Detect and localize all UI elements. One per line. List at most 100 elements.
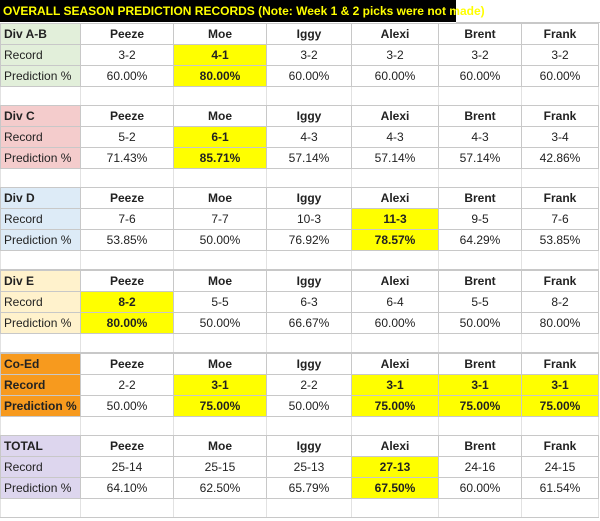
player-header: Frank [521,435,599,457]
record-cell: 8-2 [80,291,174,313]
record-label: Record [0,126,81,148]
player-header: Moe [173,187,267,209]
division-table: Div A-B Peeze Moe Iggy Alexi Brent Frank Record… [0,23,599,106]
division-header-row: Co-Ed Peeze Moe Iggy Alexi Brent Frank [0,353,599,375]
empty-header-cells [456,0,600,23]
prediction-cell: 85.71% [173,147,267,169]
division-header-row: Div A-B Peeze Moe Iggy Alexi Brent Frank [0,23,599,45]
empty-cell [438,250,522,270]
empty-cell [521,416,599,436]
empty-cell [351,86,439,106]
player-header: Brent [438,187,522,209]
empty-cell [351,250,439,270]
division-table: Div E Peeze Moe Iggy Alexi Brent Frank Record 8-… [0,270,599,353]
prediction-cell: 60.00% [438,477,522,499]
player-header: Brent [438,270,522,292]
record-cell: 3-1 [173,374,267,396]
prediction-cell: 61.54% [521,477,599,499]
prediction-label: Prediction % [0,312,81,334]
empty-cell [438,498,522,518]
empty-cell [521,86,599,106]
record-cell: 5-5 [173,291,267,313]
prediction-cell: 53.85% [521,229,599,251]
record-row: Record 5-2 6-1 4-3 4-3 4-3 3-4 [0,126,599,148]
player-header: Iggy [266,187,352,209]
record-cell: 3-4 [521,126,599,148]
empty-cell [0,333,81,353]
player-header: Moe [173,435,267,457]
division-name: Div A-B [0,23,81,45]
prediction-cell: 64.29% [438,229,522,251]
spacer-row [0,416,599,436]
record-cell: 3-2 [80,44,174,66]
record-label: Record [0,374,81,396]
division-header-row: Div D Peeze Moe Iggy Alexi Brent Frank [0,187,599,209]
prediction-cell: 50.00% [173,229,267,251]
record-cell: 2-2 [80,374,174,396]
player-header: Moe [173,105,267,127]
spacer-row [0,168,599,188]
player-header: Moe [173,353,267,375]
prediction-cell: 66.67% [266,312,352,334]
prediction-row: Prediction % 80.00% 50.00% 66.67% 60.00% 50.0… [0,312,599,334]
prediction-cell: 78.57% [351,229,439,251]
record-cell: 25-15 [173,456,267,478]
prediction-cell: 75.00% [438,395,522,417]
prediction-cell: 71.43% [80,147,174,169]
prediction-cell: 57.14% [438,147,522,169]
prediction-cell: 60.00% [351,312,439,334]
empty-cell [173,168,267,188]
empty-cell [0,250,81,270]
empty-cell [80,416,174,436]
record-cell: 4-3 [351,126,439,148]
record-cell: 8-2 [521,291,599,313]
record-cell: 3-1 [521,374,599,396]
prediction-row: Prediction % 64.10% 62.50% 65.79% 67.50% 60.0… [0,477,599,499]
empty-cell [80,168,174,188]
division-name: TOTAL [0,435,81,457]
record-cell: 3-1 [351,374,439,396]
division-table: Div D Peeze Moe Iggy Alexi Brent Frank Record 7-… [0,187,599,270]
division-name: Co-Ed [0,353,81,375]
record-cell: 27-13 [351,456,439,478]
player-header: Peeze [80,270,174,292]
prediction-cell: 50.00% [80,395,174,417]
record-label: Record [0,291,81,313]
record-cell: 6-1 [173,126,267,148]
player-header: Moe [173,270,267,292]
division-header-row: Div C Peeze Moe Iggy Alexi Brent Frank [0,105,599,127]
player-header: Alexi [351,353,439,375]
empty-cell [266,333,352,353]
player-header: Iggy [266,105,352,127]
spacer-row [0,250,599,270]
player-header: Iggy [266,435,352,457]
empty-cell [80,333,174,353]
division-name: Div D [0,187,81,209]
empty-cell [266,416,352,436]
empty-cell [521,498,599,518]
sheet-title: OVERALL SEASON PREDICTION RECORDS (Note:… [0,0,485,22]
prediction-cell: 75.00% [351,395,439,417]
spacer-row [0,333,599,353]
division-name: Div C [0,105,81,127]
prediction-label: Prediction % [0,395,81,417]
prediction-cell: 80.00% [521,312,599,334]
player-header: Peeze [80,23,174,45]
player-header: Frank [521,187,599,209]
prediction-cell: 50.00% [266,395,352,417]
record-cell: 3-2 [438,44,522,66]
prediction-cell: 67.50% [351,477,439,499]
record-cell: 7-6 [80,208,174,230]
prediction-cell: 65.79% [266,477,352,499]
player-header: Frank [521,23,599,45]
record-cell: 11-3 [351,208,439,230]
prediction-cell: 75.00% [173,395,267,417]
division-table: Div C Peeze Moe Iggy Alexi Brent Frank Record 5-… [0,105,599,188]
empty-cell [266,250,352,270]
prediction-label: Prediction % [0,477,81,499]
record-cell: 4-3 [438,126,522,148]
record-cell: 3-1 [438,374,522,396]
division-table: TOTAL Peeze Moe Iggy Alexi Brent Frank Record 25… [0,435,599,518]
player-header: Frank [521,353,599,375]
